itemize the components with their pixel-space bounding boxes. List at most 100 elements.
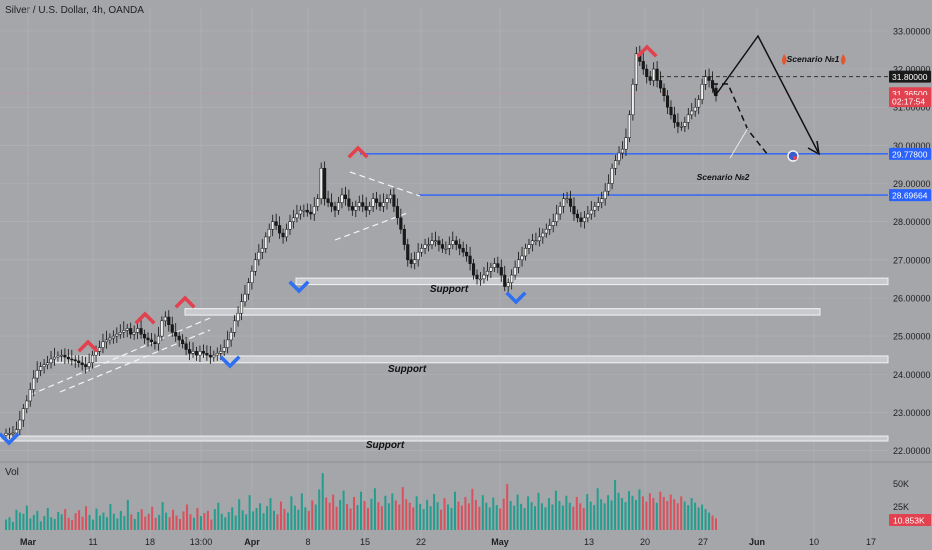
- support-zones: [0, 277, 889, 442]
- volume-bar: [95, 508, 98, 530]
- candle-body: [506, 282, 510, 287]
- annotations: Support Support Support Scenario №1 Scenario…: [366, 54, 846, 451]
- candle-body: [340, 194, 344, 203]
- candle-body: [288, 221, 292, 230]
- candle-body: [21, 408, 25, 421]
- volume-bar: [161, 502, 164, 530]
- volume-bar: [98, 515, 101, 530]
- price-tick-label: 24.00000: [893, 370, 931, 380]
- candle-body: [513, 267, 517, 276]
- candle-body: [440, 244, 444, 249]
- candle-body: [115, 333, 119, 337]
- volume-bar: [286, 512, 289, 530]
- time-tick-label: Jun: [749, 537, 765, 547]
- volume-bar: [481, 495, 484, 530]
- candle-body: [392, 194, 396, 207]
- candle-body: [274, 221, 278, 226]
- volume-bar: [575, 496, 578, 530]
- candle-body: [517, 259, 521, 268]
- volume-bar: [554, 490, 557, 530]
- volume-bar: [408, 502, 411, 530]
- candle-body: [433, 240, 438, 242]
- volume-bar: [540, 503, 543, 530]
- peak-marker-icon: [174, 295, 196, 309]
- volume-bar: [669, 494, 672, 530]
- volume-bar: [586, 494, 589, 530]
- candle-body: [568, 198, 573, 207]
- candle-body: [194, 351, 199, 356]
- volume-bar: [387, 503, 390, 530]
- candle-body: [537, 236, 541, 241]
- volume-bar: [621, 498, 624, 530]
- candle-body: [461, 248, 465, 253]
- candle-body: [503, 274, 507, 287]
- candle-body: [485, 270, 489, 276]
- scenario-1-arrow: [714, 34, 819, 153]
- volume-bar: [43, 516, 46, 530]
- peak-marker-icon: [347, 145, 369, 159]
- volume-bar: [492, 497, 495, 530]
- volume-bar: [67, 517, 70, 530]
- candle-body: [63, 354, 67, 358]
- candle-body: [593, 206, 597, 211]
- volume-bar: [600, 499, 603, 530]
- volume-bar: [624, 502, 627, 530]
- candle-body: [437, 240, 441, 245]
- volume-bar: [534, 506, 537, 530]
- candle-body: [600, 198, 604, 203]
- candle-body: [66, 356, 70, 360]
- candle-body: [420, 248, 424, 253]
- candle-body: [295, 213, 299, 219]
- volume-bar: [133, 518, 136, 530]
- volume-bar: [471, 488, 474, 530]
- peak-marker-icon: [134, 311, 156, 325]
- candle-body: [39, 366, 43, 371]
- volume-bar: [349, 508, 352, 530]
- trend-lines: [29, 171, 421, 396]
- candle-body: [468, 255, 472, 264]
- volume-bar: [15, 509, 18, 530]
- volume-bar: [241, 510, 244, 530]
- candle-body: [662, 87, 666, 96]
- volume-bar: [499, 508, 502, 530]
- volume-bar: [269, 498, 272, 530]
- candle-body: [385, 198, 389, 203]
- time-tick-label: 17: [866, 537, 876, 547]
- volume-bar: [182, 511, 185, 530]
- candle-body: [222, 347, 226, 352]
- candle-body: [645, 68, 649, 77]
- time-tick-label: 18: [145, 537, 155, 547]
- volume-bar: [547, 498, 550, 530]
- volume-bar: [130, 514, 133, 530]
- candle-body: [482, 274, 486, 280]
- volume-bar: [293, 505, 296, 530]
- volume-bar: [189, 514, 192, 530]
- volume-bar: [342, 490, 345, 530]
- candle-body: [707, 76, 711, 81]
- price-label: 29.77800: [892, 149, 928, 159]
- price-axis[interactable]: 33.00000 32.00000 31.00000 30.00000 29.00000…: [889, 26, 931, 526]
- candle-body: [56, 355, 60, 358]
- volume-bar: [199, 516, 202, 530]
- support-zone: [184, 308, 821, 316]
- candle-body: [624, 137, 628, 150]
- candle-body: [489, 267, 493, 272]
- candle-body: [326, 198, 330, 203]
- volume-bar: [196, 507, 199, 530]
- candle-body: [212, 354, 216, 358]
- candle-body: [330, 202, 334, 207]
- candle-body: [142, 333, 147, 339]
- volume-bar: [433, 494, 436, 530]
- volume-bar: [60, 514, 63, 530]
- volume-bar: [391, 493, 394, 530]
- candle-body: [679, 126, 683, 128]
- volume-bar: [25, 505, 28, 530]
- time-axis[interactable]: Mar 11 18 13:00 Apr 8 15 22 May 13 20 27 Jun 10 17: [20, 537, 876, 547]
- volume-bar: [203, 513, 206, 530]
- volume-bar: [478, 506, 481, 530]
- candle-body: [32, 377, 36, 390]
- candle-body: [87, 362, 91, 367]
- volume-bar: [422, 509, 425, 530]
- volume-bar: [46, 507, 49, 530]
